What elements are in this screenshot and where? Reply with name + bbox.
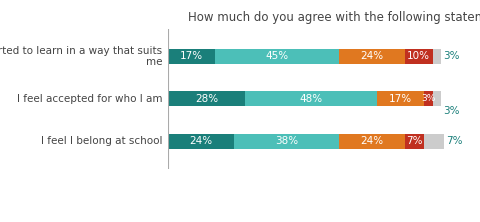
Bar: [168, 91, 245, 106]
Title: How much do you agree with the following statements?: How much do you agree with the following…: [188, 10, 480, 24]
Text: 3%: 3%: [421, 94, 435, 103]
Text: 17%: 17%: [180, 52, 203, 61]
Text: 7%: 7%: [446, 136, 462, 146]
Text: 3%: 3%: [443, 106, 459, 116]
Bar: [405, 134, 424, 149]
Text: 28%: 28%: [195, 94, 218, 104]
Bar: [424, 134, 444, 149]
Bar: [234, 134, 339, 149]
Bar: [168, 134, 234, 149]
Text: 38%: 38%: [275, 136, 298, 146]
Text: 48%: 48%: [300, 94, 323, 104]
Bar: [215, 49, 339, 64]
Text: 45%: 45%: [265, 52, 288, 61]
Text: 3%: 3%: [443, 52, 459, 61]
Text: 24%: 24%: [360, 52, 384, 61]
Bar: [245, 91, 377, 106]
Bar: [424, 91, 432, 106]
Bar: [432, 49, 441, 64]
Bar: [168, 49, 215, 64]
Bar: [377, 91, 424, 106]
Bar: [339, 134, 405, 149]
Bar: [432, 91, 441, 106]
Text: 24%: 24%: [190, 136, 213, 146]
Bar: [339, 49, 405, 64]
Text: 10%: 10%: [407, 52, 430, 61]
Text: 24%: 24%: [360, 136, 384, 146]
Text: 17%: 17%: [389, 94, 412, 104]
Bar: [405, 49, 432, 64]
Text: 7%: 7%: [407, 136, 423, 146]
